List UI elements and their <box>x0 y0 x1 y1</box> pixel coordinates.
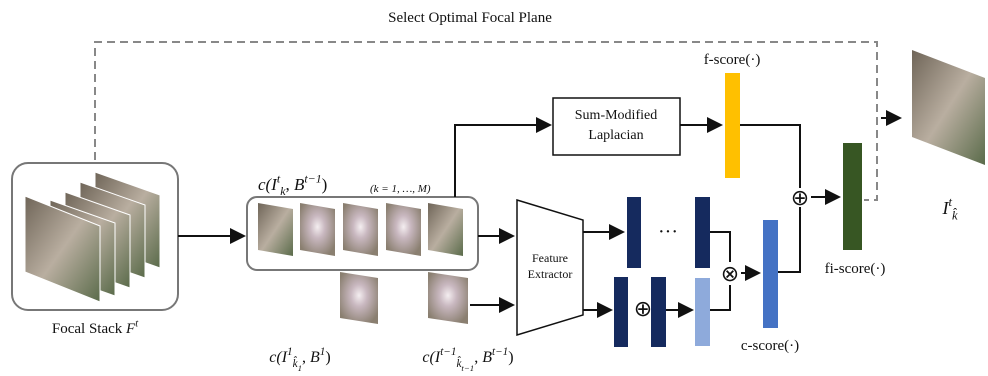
math-part: t <box>948 195 952 209</box>
line <box>740 125 800 188</box>
mul-op: ⊗ <box>721 261 739 286</box>
add-op: ⊕ <box>634 296 652 321</box>
math-part: k̂ <box>952 208 958 222</box>
math-part: , <box>285 175 294 194</box>
memory-last-label: c(It−1k̂t−1, Bt−1) <box>422 346 513 373</box>
title: Select Optimal Focal Plane <box>388 10 552 26</box>
output-label: Itk̂ <box>941 195 958 223</box>
extractor-label: Extractor <box>528 267 573 281</box>
fi-score-bar <box>843 143 862 250</box>
line <box>710 232 730 262</box>
math-part: 1 <box>287 346 293 358</box>
math-part: t−1 <box>304 171 321 185</box>
memory-bar <box>695 278 710 346</box>
f-score-bar <box>725 73 740 178</box>
math-part: t−1 <box>492 346 508 358</box>
math-part: B <box>310 349 320 366</box>
c-score-bar <box>763 220 778 328</box>
math-part: t <box>135 318 139 329</box>
feature-bar <box>651 277 666 347</box>
math-part: B <box>482 349 492 366</box>
feature-bar <box>614 277 628 347</box>
memory-first-label: c(I1k̂1, B1) <box>269 346 330 373</box>
candidates-label: c(Itk, Bt−1) <box>258 171 327 198</box>
math-part: , <box>474 349 482 366</box>
f-score-label: f-score(·) <box>704 52 761 68</box>
output-image <box>912 50 985 165</box>
fi-score-label: fi-score(·) <box>825 261 886 277</box>
range-label: (k = 1, …, M) <box>370 183 431 195</box>
laplacian-box <box>553 98 680 155</box>
math-part: ) <box>325 349 330 366</box>
laplacian-label: Sum-Modified <box>575 108 657 123</box>
arrow <box>455 125 550 197</box>
add-op: ⊕ <box>791 185 809 210</box>
line <box>778 207 800 272</box>
feature-bar <box>627 197 641 268</box>
math-part: Focal Stack <box>52 321 126 337</box>
c-score-label: c-score(·) <box>741 338 799 354</box>
feature-bar <box>695 197 710 268</box>
laplacian-label: Laplacian <box>588 128 643 143</box>
math-part: t−1 <box>461 363 474 373</box>
ellipsis: ··· <box>658 221 678 243</box>
math-part: B <box>294 175 305 194</box>
line <box>710 285 730 310</box>
math-part: ) <box>508 349 513 366</box>
math-part: t−1 <box>440 346 456 358</box>
diagram: Select Optimal Focal Plane Focal Stack F… <box>0 0 988 376</box>
extractor-label: Feature <box>532 251 568 265</box>
focal-stack-label: Focal Stack Ft <box>52 318 139 337</box>
math-part: , <box>302 349 310 366</box>
math-part: ) <box>322 175 328 194</box>
